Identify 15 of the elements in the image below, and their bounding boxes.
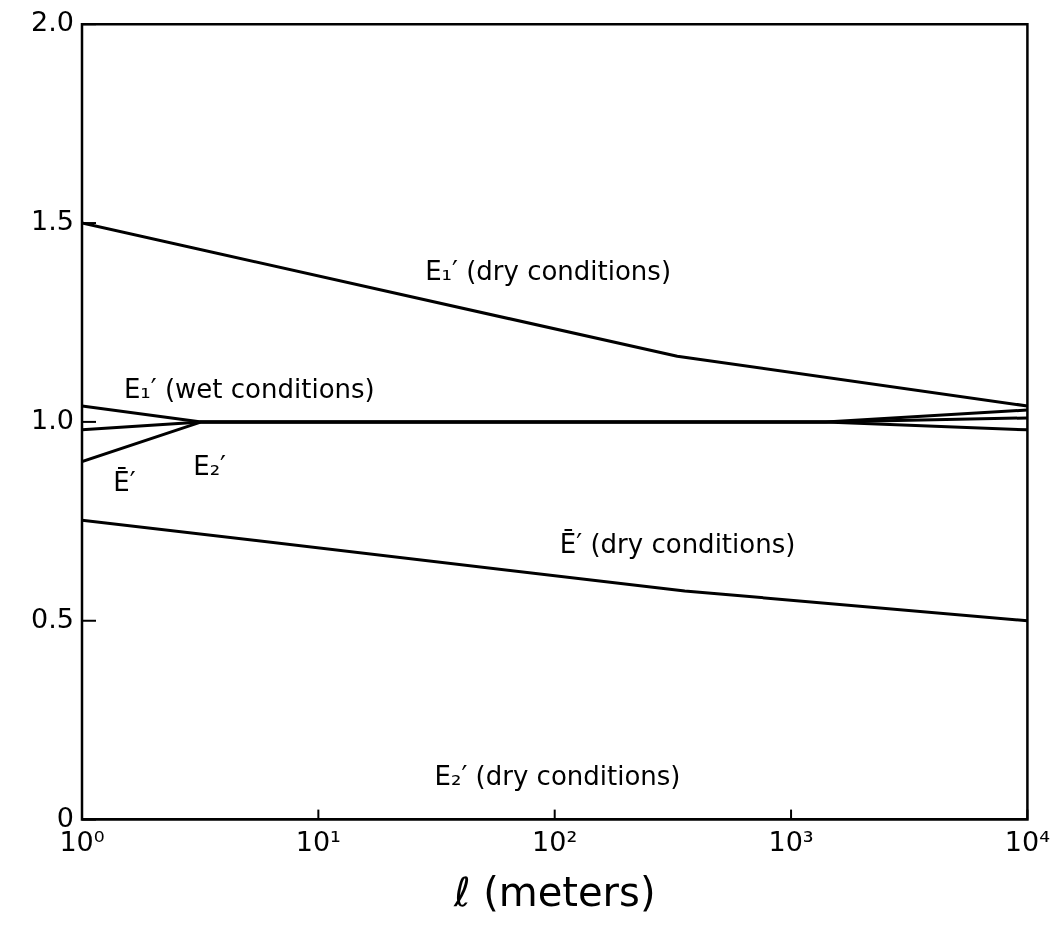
x-axis-title: ℓ (meters) [452, 869, 656, 916]
annotation: Ē′ (dry conditions) [559, 528, 796, 559]
x-tick-label: 10³ [768, 825, 814, 857]
x-tick-label: 10² [532, 825, 578, 857]
x-tick-label: 10⁴ [1004, 825, 1050, 857]
annotation: E₂′ [193, 450, 227, 481]
annotation: E₂′ (dry conditions) [434, 760, 681, 791]
annotation: E₁′ (dry conditions) [425, 255, 672, 286]
y-tick-label: 0.5 [31, 602, 74, 634]
y-tick-label: 1.0 [31, 403, 74, 435]
y-tick-label: 2.0 [31, 6, 74, 38]
y-tick-label: 1.5 [31, 205, 74, 237]
x-tick-label: 10¹ [295, 825, 341, 857]
annotation: Ē′ [113, 466, 136, 497]
annotation: E₁′ (wet conditions) [123, 374, 375, 405]
